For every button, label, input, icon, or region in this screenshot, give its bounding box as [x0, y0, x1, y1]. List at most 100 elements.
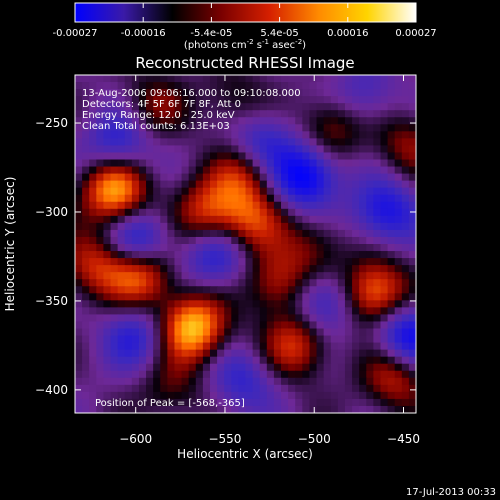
- heatmap-cell: [75, 398, 83, 407]
- heatmap-cell: [245, 180, 254, 189]
- heatmap-cell: [337, 300, 346, 308]
- heatmap-cell: [89, 110, 97, 118]
- heatmap-cell: [288, 265, 296, 273]
- heatmap-cell: [238, 300, 247, 308]
- heatmap-cell: [309, 251, 318, 259]
- heatmap-cell: [337, 363, 346, 372]
- heatmap-cell: [281, 173, 289, 182]
- heatmap-cell: [160, 96, 168, 104]
- heatmap-cell: [352, 307, 360, 316]
- heatmap-cell: [209, 124, 218, 132]
- heatmap-cell: [387, 307, 396, 316]
- heatmap-cell: [359, 187, 367, 196]
- heatmap-cell: [75, 300, 83, 308]
- heatmap-cell: [138, 349, 147, 358]
- heatmap-cell: [153, 166, 161, 175]
- heatmap-cell: [96, 377, 105, 386]
- heatmap-cell: [330, 398, 339, 407]
- heatmap-cell: [352, 272, 360, 280]
- heatmap-cell: [252, 187, 261, 196]
- heatmap-cell: [344, 180, 353, 189]
- heatmap-cell: [238, 117, 247, 125]
- heatmap-cell: [252, 258, 261, 266]
- heatmap-cell: [380, 166, 389, 175]
- heatmap-cell: [245, 159, 254, 168]
- heatmap-cell: [153, 370, 161, 379]
- heatmap-cell: [209, 215, 218, 224]
- heatmap-cell: [75, 349, 83, 358]
- heatmap-cell: [288, 138, 296, 147]
- heatmap-cell: [75, 89, 83, 97]
- heatmap-cell: [231, 208, 239, 217]
- heatmap-cell: [217, 272, 225, 280]
- heatmap-cell: [231, 236, 239, 245]
- heatmap-cell: [316, 342, 325, 351]
- heatmap-cell: [295, 187, 303, 196]
- heatmap-cell: [124, 236, 133, 245]
- heatmap-cell: [131, 314, 140, 323]
- heatmap-cell: [231, 258, 239, 266]
- heatmap-cell: [281, 321, 289, 330]
- heatmap-cell: [124, 244, 133, 252]
- heatmap-cell: [309, 272, 318, 280]
- heatmap-cell: [259, 166, 268, 175]
- heatmap-cell: [238, 272, 247, 280]
- heatmap-cell: [273, 342, 282, 351]
- heatmap-cell: [302, 307, 311, 316]
- heatmap-cell: [281, 110, 289, 118]
- heatmap-cell: [103, 335, 112, 344]
- heatmap-cell: [224, 300, 232, 308]
- heatmap-cell: [103, 82, 112, 90]
- heatmap-cell: [209, 89, 218, 97]
- heatmap-cell: [117, 384, 126, 393]
- heatmap-cell: [408, 89, 416, 97]
- heatmap-cell: [309, 187, 318, 196]
- heatmap-cell: [344, 286, 353, 294]
- heatmap-cell: [231, 377, 239, 386]
- heatmap-cell: [401, 342, 410, 351]
- heatmap-cell: [302, 279, 311, 287]
- heatmap-cell: [281, 89, 289, 97]
- heatmap-cell: [124, 152, 133, 161]
- heatmap-cell: [124, 187, 133, 196]
- heatmap-cell: [167, 370, 176, 379]
- heatmap-cell: [323, 272, 332, 280]
- heatmap-cell: [181, 377, 190, 386]
- heatmap-cell: [373, 187, 382, 196]
- heatmap-cell: [359, 335, 367, 344]
- heatmap-cell: [366, 103, 374, 111]
- heatmap-cell: [373, 145, 382, 154]
- heatmap-cell: [167, 229, 176, 238]
- heatmap-cell: [231, 138, 239, 147]
- heatmap-cell: [160, 236, 168, 245]
- heatmap-cell: [259, 208, 268, 217]
- heatmap-cell: [366, 96, 374, 104]
- heatmap-cell: [209, 152, 218, 161]
- heatmap-cell: [146, 208, 154, 217]
- heatmap-cell: [138, 89, 147, 97]
- heatmap-cell: [359, 272, 367, 280]
- heatmap-cell: [394, 131, 403, 139]
- heatmap-cell: [231, 342, 239, 351]
- y-tick-label: −250: [35, 116, 68, 130]
- heatmap-cell: [217, 222, 225, 231]
- heatmap-cell: [131, 166, 140, 175]
- heatmap-cell: [373, 328, 382, 337]
- peak-position-label: Position of Peak = [-568,-365]: [95, 398, 245, 409]
- heatmap-cell: [352, 391, 360, 400]
- heatmap-cell: [124, 363, 133, 372]
- heatmap-cell: [337, 356, 346, 365]
- heatmap-cell: [96, 286, 105, 294]
- heatmap-cell: [387, 398, 396, 407]
- heatmap-cell: [209, 349, 218, 358]
- heatmap-cell: [394, 398, 403, 407]
- heatmap-cell: [238, 124, 247, 132]
- heatmap-cell: [295, 222, 303, 231]
- heatmap-cell: [266, 405, 275, 413]
- heatmap-cell: [188, 187, 197, 196]
- heatmap-cell: [89, 363, 97, 372]
- heatmap-cell: [89, 229, 97, 238]
- heatmap-cell: [238, 279, 247, 287]
- heatmap-cell: [330, 335, 339, 344]
- heatmap-cell: [288, 110, 296, 118]
